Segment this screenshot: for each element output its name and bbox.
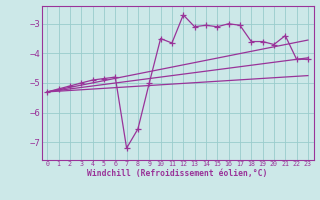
X-axis label: Windchill (Refroidissement éolien,°C): Windchill (Refroidissement éolien,°C): [87, 169, 268, 178]
